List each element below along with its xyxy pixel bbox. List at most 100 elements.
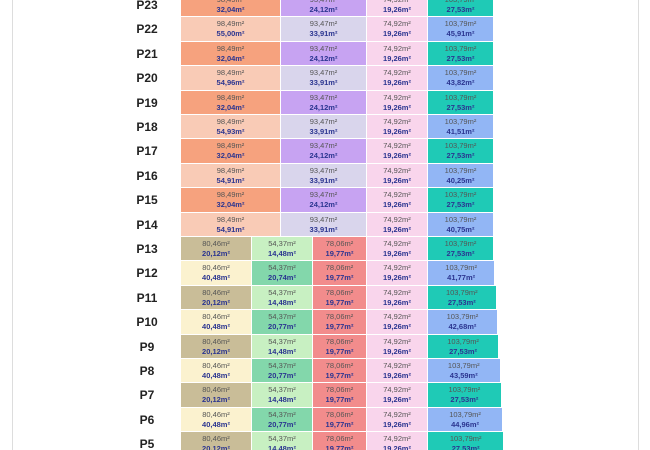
unit-area: 103,79m² [444,141,477,151]
unit-sub-area: 19,26m² [383,151,411,161]
unit-cell: 103,79m² 42,68m² [428,310,498,335]
unit-area: 74,92m² [383,141,411,151]
unit-sub-area: 27,53m² [451,444,480,450]
unit-sub-area: 41,51m² [446,127,475,136]
unit-area: 98,49m² [216,141,245,151]
unit-area: 54,37m² [268,361,296,370]
unit-sub-area: 20,12m² [202,297,230,307]
unit-cell: 78,06m² 19,77m² [313,407,367,433]
unit-cell: 80,46m² 40,48m² [181,359,252,384]
unit-cell: 80,46m² 20,12m² [181,237,252,262]
unit-area: 80,46m² [202,263,230,273]
unit-area: 78,06m² [325,336,354,346]
floor-label: P20 [136,71,158,86]
unit-area: 98,49m² [216,214,245,224]
unit-cell: 78,06m² 19,77m² [313,261,367,286]
unit-sub-area: 19,26m² [383,102,411,112]
unit-cell: 93,47m² 33,91m² [281,115,367,140]
unit-area: 74,92m² [383,214,411,224]
unit-cell: 98,49m² 54,96m² [181,66,281,91]
unit-area: 74,92m² [383,68,411,78]
unit-area: 80,46m² [202,409,230,419]
unit-sub-area: 19,26m² [383,200,411,210]
unit-cell: 98,49m² 55,00m² [181,17,281,42]
unit-sub-area: 24,12m² [309,53,338,63]
unit-sub-area: 19,26m² [383,78,411,88]
unit-area: 98,49m² [216,68,245,78]
unit-sub-area: 14,48m² [268,395,296,405]
unit-cell: 80,46m² 40,48m² [181,261,252,286]
unit-cell: 80,46m² 40,48m² [181,407,252,433]
unit-sub-area: 24,12m² [309,200,338,210]
unit-cell: 93,47m² 33,91m² [281,212,367,237]
unit-sub-area: 19,26m² [383,127,411,136]
unit-area: 74,92m² [383,19,411,29]
unit-area: 74,92m² [383,263,411,273]
floor-label: P18 [136,120,158,134]
unit-area: 74,92m² [383,434,411,444]
unit-sub-area: 14,48m² [268,346,296,356]
unit-area: 103,79m² [444,68,477,78]
unit-area: 103,79m² [445,287,478,297]
unit-sub-area: 19,77m² [325,297,354,307]
unit-area: 78,06m² [325,409,354,419]
unit-sub-area: 24,12m² [309,151,338,161]
frame-line [12,0,13,450]
unit-area: 74,92m² [383,287,411,297]
unit-sub-area: 27,53m² [446,200,475,210]
unit-area: 103,79m² [449,409,481,419]
unit-sub-area: 32,04m² [216,102,245,112]
unit-area: 103,79m² [444,117,477,126]
unit-sub-area: 43,59m² [449,371,478,380]
unit-sub-area: 19,26m² [383,175,411,185]
unit-cell: 54,37m² 14,48m² [252,383,313,408]
floor-label: P13 [136,242,158,256]
unit-area: 54,37m² [268,263,296,273]
unit-area: 54,37m² [268,239,296,248]
unit-area: 103,79m² [448,385,481,395]
unit-cell: 98,49m² 54,91m² [181,163,281,189]
unit-sub-area: 19,26m² [383,444,411,450]
unit-cell: 80,46m² 20,12m² [181,432,252,450]
unit-area: 80,46m² [202,312,230,322]
unit-area: 103,79m² [444,190,477,200]
unit-area: 98,49m² [216,190,245,200]
unit-sub-area: 40,48m² [202,322,230,332]
unit-area: 93,47m² [309,43,338,53]
floor-label: P5 [139,437,155,450]
floor-label: P21 [136,46,158,61]
unit-sub-area: 55,00m² [216,29,245,39]
unit-sub-area: 40,48m² [202,273,230,283]
unit-sub-area: 19,77m² [325,419,354,429]
unit-sub-area: 33,91m² [309,175,338,185]
unit-sub-area: 43,82m² [446,78,475,88]
unit-sub-area: 45,91m² [446,29,475,39]
unit-cell: 103,79m² 41,51m² [428,115,494,140]
unit-sub-area: 19,77m² [325,273,354,283]
unit-area: 103,79m² [447,361,480,370]
unit-area: 93,47m² [309,214,338,224]
unit-area: 98,49m² [216,117,245,126]
unit-cell: 54,37m² 14,48m² [252,237,313,262]
unit-cell: 78,06m² 19,77m² [313,359,367,384]
unit-sub-area: 32,04m² [216,151,245,161]
unit-area: 78,06m² [325,263,354,273]
unit-area: 93,47m² [309,141,338,151]
